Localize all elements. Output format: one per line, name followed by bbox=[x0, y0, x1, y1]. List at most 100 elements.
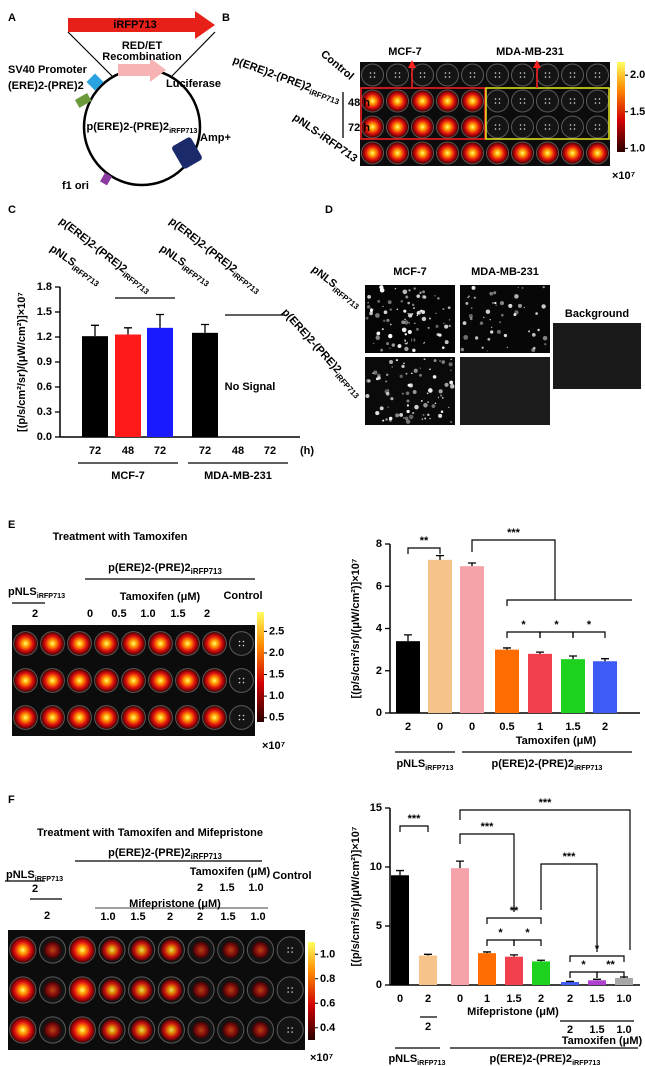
well-dot bbox=[238, 677, 241, 680]
cell bbox=[494, 301, 497, 305]
x-axis-label: Mifepristone (μM) bbox=[467, 1006, 559, 1018]
significance-bracket bbox=[459, 833, 515, 912]
cell bbox=[366, 378, 370, 383]
label-subscript: iRFP713 bbox=[308, 87, 341, 106]
error-bar bbox=[510, 954, 518, 957]
cell bbox=[493, 291, 497, 295]
well-signal bbox=[14, 669, 37, 692]
cell bbox=[387, 389, 390, 391]
well-dot bbox=[498, 102, 501, 104]
well-signal bbox=[41, 669, 64, 692]
cell bbox=[442, 308, 445, 311]
significance-bracket bbox=[486, 917, 542, 924]
well-dot bbox=[519, 128, 522, 130]
well bbox=[511, 115, 534, 139]
cell bbox=[418, 310, 421, 313]
well-dot bbox=[423, 72, 426, 74]
cell bbox=[468, 295, 470, 298]
cell bbox=[386, 342, 389, 346]
cell bbox=[541, 304, 546, 309]
error-bar bbox=[468, 562, 476, 567]
significance-bracket bbox=[569, 955, 625, 962]
cell bbox=[416, 310, 421, 315]
significance-label: * bbox=[581, 959, 586, 971]
label: f1 ori bbox=[62, 180, 89, 192]
cell bbox=[377, 376, 381, 380]
cell bbox=[375, 335, 380, 340]
colorbar bbox=[257, 612, 264, 722]
bar bbox=[451, 868, 469, 985]
cell bbox=[473, 296, 476, 299]
y-tick-label: 0.3 bbox=[37, 406, 52, 418]
cell bbox=[426, 392, 429, 395]
cell bbox=[441, 346, 445, 349]
cell bbox=[402, 289, 408, 295]
well-signal bbox=[14, 632, 37, 655]
cell bbox=[365, 316, 369, 320]
well-signal bbox=[176, 706, 199, 729]
cell bbox=[411, 303, 415, 307]
well-dot bbox=[291, 947, 293, 949]
well bbox=[461, 63, 484, 87]
well-dot bbox=[523, 128, 526, 130]
bar bbox=[82, 336, 108, 437]
cell bbox=[432, 375, 437, 379]
cell bbox=[416, 314, 419, 316]
well-dot bbox=[419, 76, 422, 78]
significance-bracket bbox=[459, 809, 631, 950]
significance-label: ** bbox=[606, 959, 615, 971]
well-dot bbox=[569, 102, 572, 104]
cell bbox=[365, 393, 370, 398]
cell bbox=[535, 312, 538, 315]
well bbox=[586, 89, 609, 113]
label-subscript: iRFP713 bbox=[417, 1058, 445, 1066]
cell bbox=[390, 397, 394, 401]
label-subscript: iRFP713 bbox=[191, 567, 223, 576]
well-dot bbox=[594, 124, 597, 126]
well-dot bbox=[238, 718, 241, 721]
cell bbox=[434, 294, 436, 297]
cell bbox=[411, 338, 416, 343]
bar bbox=[561, 982, 579, 985]
well-signal bbox=[41, 632, 64, 655]
label: 2 bbox=[44, 910, 50, 922]
cell bbox=[444, 324, 449, 329]
panel-letter: F bbox=[8, 794, 15, 806]
cell bbox=[485, 309, 491, 314]
well-dot bbox=[494, 102, 497, 104]
well bbox=[536, 115, 559, 139]
well-dot bbox=[498, 128, 501, 130]
label-text: pNLS bbox=[388, 1053, 417, 1065]
cell bbox=[537, 328, 540, 332]
significance-bracket bbox=[486, 939, 515, 946]
cell bbox=[386, 318, 390, 323]
cell bbox=[406, 409, 410, 414]
well-dot bbox=[523, 76, 526, 78]
cell bbox=[391, 366, 394, 368]
well-signal bbox=[512, 142, 533, 164]
bar bbox=[615, 977, 633, 985]
cell bbox=[427, 326, 430, 329]
cell bbox=[462, 321, 467, 325]
well-signal bbox=[101, 979, 123, 1001]
cell bbox=[434, 402, 437, 405]
promoter-box bbox=[86, 73, 104, 91]
cell bbox=[375, 411, 380, 416]
cell bbox=[448, 324, 451, 328]
label: Tamoxifen (μM) bbox=[562, 1035, 643, 1047]
cell bbox=[448, 319, 451, 321]
y-tick-label: 1.8 bbox=[37, 281, 52, 293]
cell bbox=[395, 359, 399, 362]
cell bbox=[387, 406, 390, 409]
colorbar bbox=[308, 942, 315, 1040]
well-signal bbox=[412, 142, 433, 164]
ori-box bbox=[100, 172, 112, 186]
cell bbox=[487, 337, 491, 341]
well-dot bbox=[498, 124, 501, 126]
x-tick-label: 1.5 bbox=[565, 721, 580, 733]
error-bar bbox=[566, 980, 574, 983]
cell bbox=[421, 316, 427, 322]
well-dot bbox=[544, 98, 547, 100]
colorbar-tick-label: 1.0 bbox=[630, 142, 645, 154]
well-dot bbox=[242, 644, 245, 647]
